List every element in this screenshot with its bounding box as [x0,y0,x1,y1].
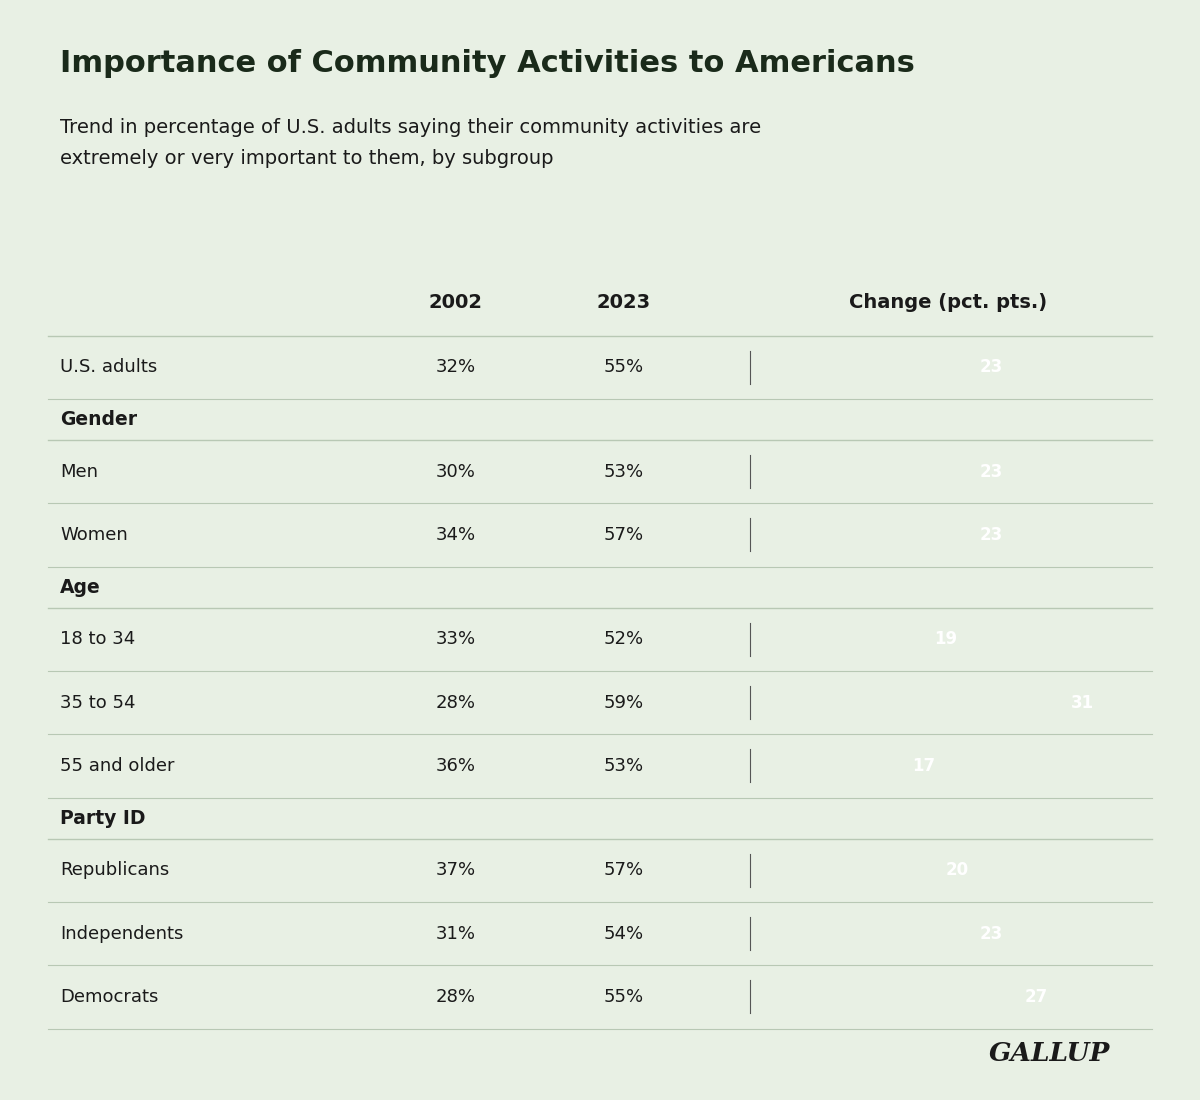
Text: Democrats: Democrats [60,988,158,1005]
Text: 57%: 57% [604,861,644,879]
Text: 36%: 36% [436,757,476,774]
Text: 28%: 28% [436,988,476,1005]
Text: 53%: 53% [604,757,644,774]
Text: 27: 27 [1025,988,1049,1005]
Text: 55%: 55% [604,359,644,376]
Text: 33%: 33% [436,630,476,648]
Text: Independents: Independents [60,925,184,943]
Text: 55 and older: 55 and older [60,757,174,774]
Text: 20: 20 [946,861,970,879]
Text: 2023: 2023 [596,293,652,312]
Text: 59%: 59% [604,694,644,712]
Text: 2002: 2002 [430,293,482,312]
Text: Change (pct. pts.): Change (pct. pts.) [848,293,1048,312]
Text: 28%: 28% [436,694,476,712]
Text: Party ID: Party ID [60,808,145,827]
Text: 17: 17 [912,757,935,774]
Text: 23: 23 [979,359,1003,376]
Text: 35 to 54: 35 to 54 [60,694,136,712]
Text: 23: 23 [979,526,1003,543]
Text: 54%: 54% [604,925,644,943]
Text: Gender: Gender [60,410,137,429]
Text: 32%: 32% [436,359,476,376]
Text: 23: 23 [979,463,1003,481]
Text: 34%: 34% [436,526,476,543]
Text: 57%: 57% [604,526,644,543]
Text: 55%: 55% [604,988,644,1005]
Text: Trend in percentage of U.S. adults saying their community activities are
extreme: Trend in percentage of U.S. adults sayin… [60,118,761,167]
Text: 52%: 52% [604,630,644,648]
Text: Age: Age [60,578,101,596]
Text: Men: Men [60,463,98,481]
Text: GALLUP: GALLUP [989,1042,1110,1066]
Text: 18 to 34: 18 to 34 [60,630,136,648]
Text: 53%: 53% [604,463,644,481]
Text: 30%: 30% [436,463,476,481]
Text: U.S. adults: U.S. adults [60,359,157,376]
Text: 23: 23 [979,925,1003,943]
Text: 19: 19 [935,630,958,648]
Text: Importance of Community Activities to Americans: Importance of Community Activities to Am… [60,50,914,78]
Text: Republicans: Republicans [60,861,169,879]
Text: 31: 31 [1070,694,1093,712]
Text: Women: Women [60,526,127,543]
Text: 31%: 31% [436,925,476,943]
Text: 37%: 37% [436,861,476,879]
